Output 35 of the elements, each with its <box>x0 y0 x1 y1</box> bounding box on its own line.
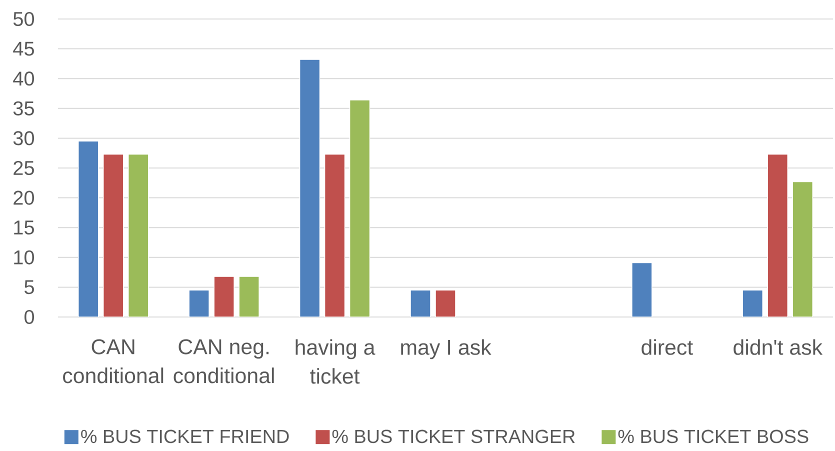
y-tick-label: 15 <box>14 220 34 235</box>
bar <box>792 181 814 317</box>
y-tick-label: 50 <box>13 12 34 26</box>
y-tick-label: 10 <box>14 250 34 264</box>
x-tick-label: having a ticket <box>296 339 376 384</box>
bar <box>349 100 370 317</box>
x-tick-label: didn't ask <box>734 339 823 355</box>
y-tick-label: 20 <box>14 190 34 205</box>
bar <box>410 290 431 317</box>
bar <box>238 276 260 317</box>
y-tick-label: 5 <box>24 280 34 294</box>
bar <box>767 154 788 317</box>
bar <box>102 154 124 317</box>
x-tick-label: direct <box>642 339 693 355</box>
bar <box>632 262 652 317</box>
y-tick-label: 0 <box>24 310 34 324</box>
bar <box>324 154 346 317</box>
y-tick-label: 45 <box>13 42 34 56</box>
bar <box>128 154 149 317</box>
y-tick-label: 35 <box>13 101 34 116</box>
legend-label: % BUS TICKET BOSS <box>618 430 808 444</box>
legend-label: % BUS TICKET STRANGER <box>332 430 575 444</box>
bar <box>299 59 320 317</box>
legend-label: % BUS TICKET FRIEND <box>81 430 289 444</box>
bar <box>435 290 456 317</box>
y-tick-label: 30 <box>13 131 34 146</box>
bar <box>78 140 99 317</box>
x-tick-label: may I ask <box>401 339 492 360</box>
x-tick-label: CAN neg. conditional <box>174 339 274 384</box>
x-tick-label: CAN conditional <box>63 339 164 384</box>
bar <box>214 276 234 317</box>
bar <box>188 290 210 317</box>
y-tick-label: 40 <box>13 72 34 86</box>
y-tick-label: 25 <box>14 160 34 176</box>
bar <box>742 290 764 317</box>
